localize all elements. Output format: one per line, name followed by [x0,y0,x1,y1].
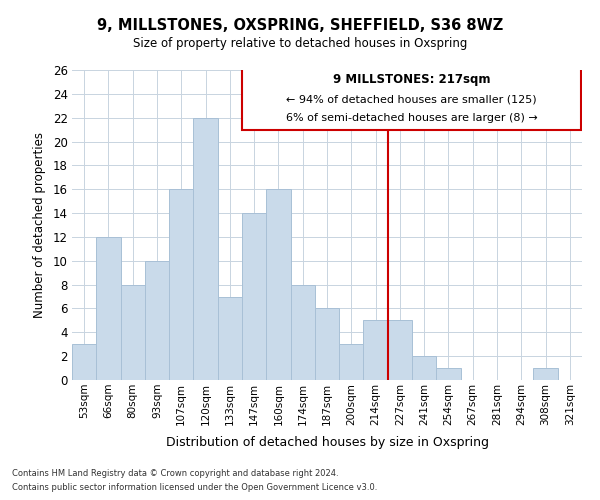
Text: Contains public sector information licensed under the Open Government Licence v3: Contains public sector information licen… [12,484,377,492]
Bar [121,284,145,380]
Bar [72,344,96,380]
Text: 9, MILLSTONES, OXSPRING, SHEFFIELD, S36 8WZ: 9, MILLSTONES, OXSPRING, SHEFFIELD, S36 … [97,18,503,32]
Bar [364,320,388,380]
Bar [193,118,218,380]
Bar [96,237,121,380]
Y-axis label: Number of detached properties: Number of detached properties [33,132,46,318]
Bar [290,284,315,380]
Bar [145,261,169,380]
Bar [315,308,339,380]
X-axis label: Distribution of detached houses by size in Oxspring: Distribution of detached houses by size … [166,436,488,449]
Text: Contains HM Land Registry data © Crown copyright and database right 2024.: Contains HM Land Registry data © Crown c… [12,468,338,477]
Text: ← 94% of detached houses are smaller (125): ← 94% of detached houses are smaller (12… [286,95,537,105]
Bar [388,320,412,380]
Bar [242,213,266,380]
Bar [412,356,436,380]
Bar [436,368,461,380]
Text: Size of property relative to detached houses in Oxspring: Size of property relative to detached ho… [133,38,467,51]
Bar [266,189,290,380]
Text: 9 MILLSTONES: 217sqm: 9 MILLSTONES: 217sqm [332,73,490,86]
FancyBboxPatch shape [242,68,581,130]
Text: 6% of semi-detached houses are larger (8) →: 6% of semi-detached houses are larger (8… [286,112,537,122]
Bar [218,296,242,380]
Bar [533,368,558,380]
Bar [169,189,193,380]
Bar [339,344,364,380]
